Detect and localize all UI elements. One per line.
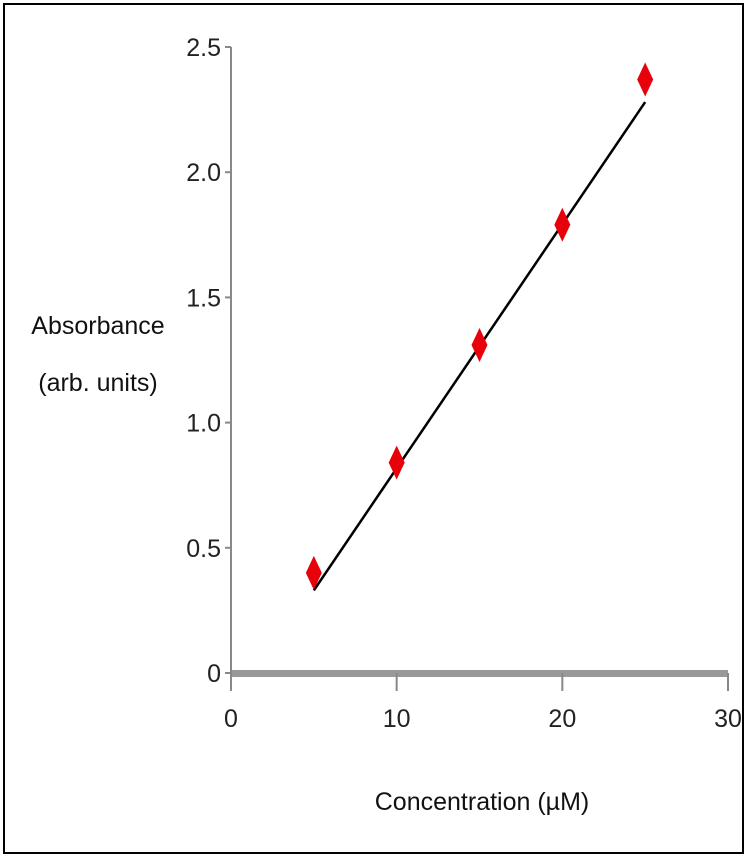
x-tick-label: 30	[714, 705, 742, 733]
data-point	[388, 445, 405, 480]
y-tick-label: 1.0	[186, 410, 221, 438]
y-tick-label: 0	[207, 660, 221, 688]
y-tick-label: 0.5	[186, 535, 221, 563]
y-axis-title-line-2: (arb. units)	[38, 369, 157, 397]
x-tick-label: 0	[224, 705, 238, 733]
y-tick-label: 2.5	[186, 34, 221, 62]
chart-frame	[3, 3, 744, 854]
data-point	[471, 327, 488, 362]
x-tick-label: 10	[383, 705, 411, 733]
x-axis-title: Concentration (µM)	[375, 788, 589, 816]
x-tick-label: 20	[548, 705, 576, 733]
data-point	[305, 555, 322, 590]
y-tick-label: 2.0	[186, 159, 221, 187]
data-point	[554, 207, 571, 242]
data-point	[637, 62, 654, 97]
y-tick-label: 1.5	[186, 284, 221, 312]
y-axis-title-line-1: Absorbance	[31, 312, 164, 340]
zero-baseline	[231, 670, 728, 677]
